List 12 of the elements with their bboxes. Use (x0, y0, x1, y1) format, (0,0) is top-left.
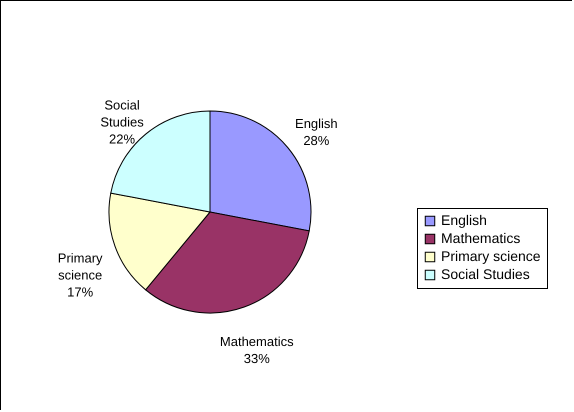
legend-label: English (441, 212, 487, 228)
legend-label: Primary science (441, 248, 541, 264)
slice-label: English (295, 116, 338, 132)
slice-label: Mathematics (220, 334, 294, 349)
data-label: 17% (67, 284, 94, 300)
data-label: 33% (244, 350, 270, 366)
slice-label: Social Studies (100, 98, 144, 130)
legend-label: Mathematics (441, 230, 520, 246)
legend-label: Social Studies (441, 266, 530, 282)
slice-label: Primary science (58, 250, 104, 283)
data-label: 22% (109, 132, 136, 147)
data-label: 28% (303, 133, 330, 148)
